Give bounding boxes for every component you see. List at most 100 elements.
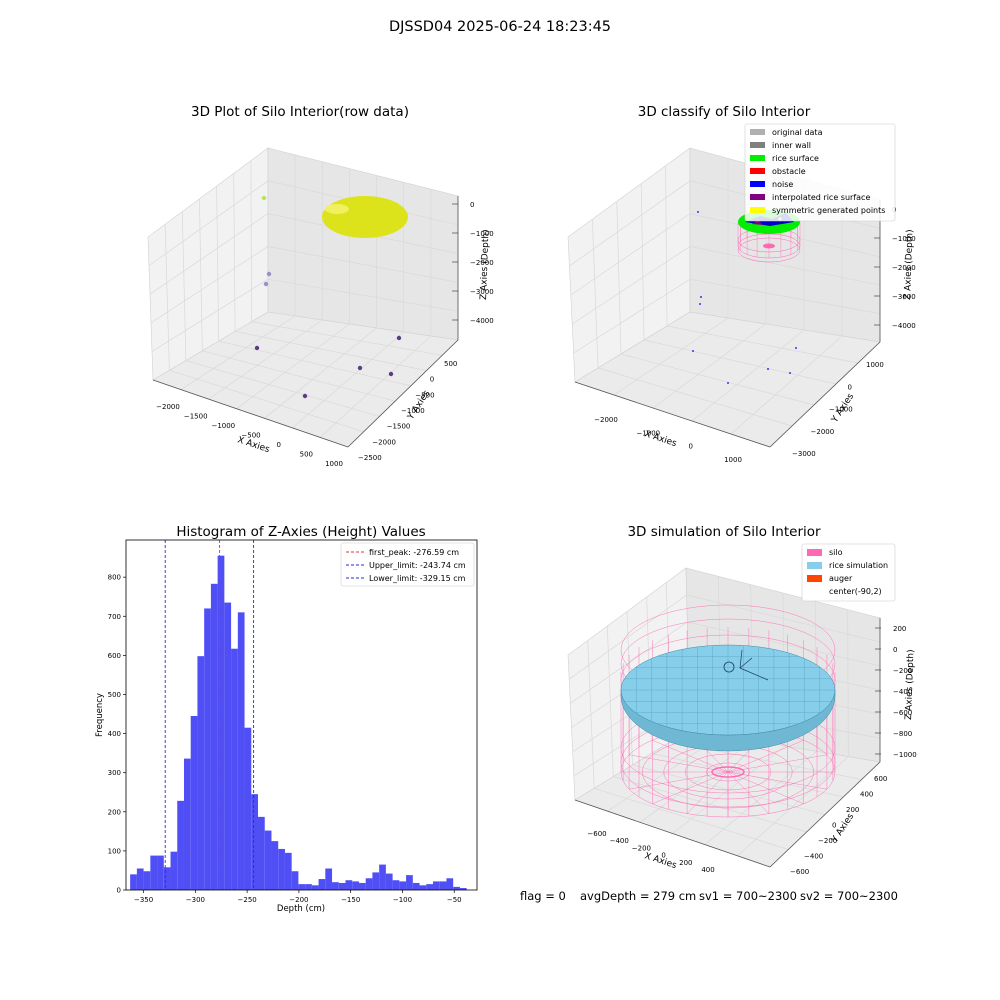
data-point xyxy=(266,271,272,277)
y-tick-label: −500 xyxy=(415,391,434,399)
legend-label: Upper_limit: -243.74 cm xyxy=(369,561,466,570)
histogram-bar xyxy=(284,852,292,890)
noise-point xyxy=(697,211,699,213)
y-tick-label: 800 xyxy=(108,574,121,582)
grid-line xyxy=(640,183,837,385)
y-tick-label: −1000 xyxy=(829,406,853,414)
histogram-bar xyxy=(278,848,285,890)
classify-plot-z-label: Z Axies (Depth) xyxy=(903,229,915,300)
x-tick-label: 0 xyxy=(688,443,692,451)
histogram-bar xyxy=(426,884,433,890)
y-tick-label: 600 xyxy=(108,652,121,660)
y-tick-label: 400 xyxy=(860,791,873,799)
grid-line xyxy=(570,213,881,296)
histogram-bar xyxy=(190,715,198,890)
x-tick-label: −200 xyxy=(632,844,651,852)
grid-line xyxy=(250,160,443,356)
z-tick-label: −3000 xyxy=(892,293,916,301)
histogram-title: Histogram of Z-Axies (Height) Values xyxy=(176,524,425,540)
histogram-reference-lines xyxy=(164,540,255,890)
histogram-bar xyxy=(345,880,353,890)
histogram-bar xyxy=(224,602,232,890)
grid-line xyxy=(216,186,411,387)
histogram-bar xyxy=(379,864,386,890)
grid-line xyxy=(208,161,323,400)
raw-plot-y-ticks: 500 0 −500 −1000 −1500 −2000 −2500 xyxy=(358,360,457,462)
flag-text: flag = 0 xyxy=(520,889,566,903)
grid-line xyxy=(149,213,459,295)
silo-spoke xyxy=(629,754,729,773)
legend-label: first_peak: -276.59 cm xyxy=(369,548,459,557)
data-point xyxy=(254,345,260,351)
grid-line xyxy=(573,278,881,354)
histogram-y-ticks: 0 100 200 300 400 500 600 700 800 xyxy=(108,574,126,895)
histogram-bar xyxy=(332,882,339,890)
simulation-plot-title: 3D simulation of Silo Interior xyxy=(627,524,821,540)
y-tick-label: 200 xyxy=(846,806,859,814)
silo-spoke xyxy=(727,754,827,773)
histogram-bar xyxy=(150,855,158,890)
histogram-bar xyxy=(217,555,225,890)
legend-label: original data xyxy=(772,128,823,137)
histogram-bar xyxy=(271,841,279,890)
noise-point xyxy=(699,303,701,305)
x-tick-label: −1000 xyxy=(636,429,660,437)
x-tick-label: −1500 xyxy=(184,413,208,421)
z-tick-label: −4000 xyxy=(892,322,916,330)
histogram-bar xyxy=(291,871,299,890)
raw-plot-x-ticks: −2000 −1500−1000 −500 0 500 1000 xyxy=(156,403,343,468)
legend-label: interpolated rice surface xyxy=(772,193,870,202)
legend-label: inner wall xyxy=(772,141,811,150)
raw-plot-axes-box xyxy=(147,147,459,448)
raw-plot-points xyxy=(254,195,408,399)
grid-line xyxy=(180,154,296,390)
legend-frame xyxy=(744,123,896,222)
legend-label: rice simulation xyxy=(829,561,888,570)
z-tick-label: −800 xyxy=(893,730,912,738)
raw-plot-z-ticks: 0 −1000 −2000 −3000 −4000 xyxy=(452,201,494,325)
x-tick-label: 400 xyxy=(701,866,714,874)
x-tick-label: −500 xyxy=(241,432,260,440)
data-point xyxy=(302,393,308,399)
silo-spoke xyxy=(652,771,729,804)
histogram-bar xyxy=(365,878,373,890)
z-tick-label: −2000 xyxy=(470,259,494,267)
simulation-plot-legend: silo rice simulation auger center(-90,2) xyxy=(801,543,896,602)
auger-marker xyxy=(723,661,735,673)
silo-spoke xyxy=(727,771,804,804)
histogram-bar xyxy=(264,830,272,890)
rice-surface-highlight xyxy=(325,204,349,214)
y-tick-label: −2000 xyxy=(372,438,396,446)
y-tick-label: 600 xyxy=(874,775,887,783)
rice-simulation-surface xyxy=(620,644,836,752)
z-tick-label: −1000 xyxy=(893,751,917,759)
avg-depth-text: avgDepth = 279 cm xyxy=(580,889,696,903)
histogram-bar xyxy=(258,816,265,890)
noise-point xyxy=(727,382,729,384)
grid-line xyxy=(730,189,843,435)
legend-swatch xyxy=(807,549,822,556)
y-tick-label: 700 xyxy=(108,613,121,621)
center-axis-line xyxy=(739,667,769,681)
histogram-frame xyxy=(125,539,478,891)
legend-swatch xyxy=(807,562,822,569)
silo-spoke xyxy=(686,771,729,814)
histogram-x-ticks: −350 −300 −250 −200 −150 −100 −50 xyxy=(134,890,462,904)
z-tick-label: −1000 xyxy=(892,235,916,243)
noise-point xyxy=(700,296,702,298)
legend-frame xyxy=(801,543,896,602)
histogram-bar xyxy=(399,881,407,890)
raw-plot-z-label: Z Axies (Depth) xyxy=(479,229,491,300)
x-tick-label: 1000 xyxy=(325,460,343,468)
histogram-bar xyxy=(392,880,400,890)
axes-pane xyxy=(267,147,459,341)
y-tick-label: −1000 xyxy=(401,407,425,415)
axis-line xyxy=(769,341,881,448)
x-tick-label: −350 xyxy=(134,896,153,904)
silo-bottom-center xyxy=(763,243,775,249)
axis-line xyxy=(574,381,771,448)
legend-swatch xyxy=(807,575,822,582)
y-tick-label: 300 xyxy=(108,769,121,777)
